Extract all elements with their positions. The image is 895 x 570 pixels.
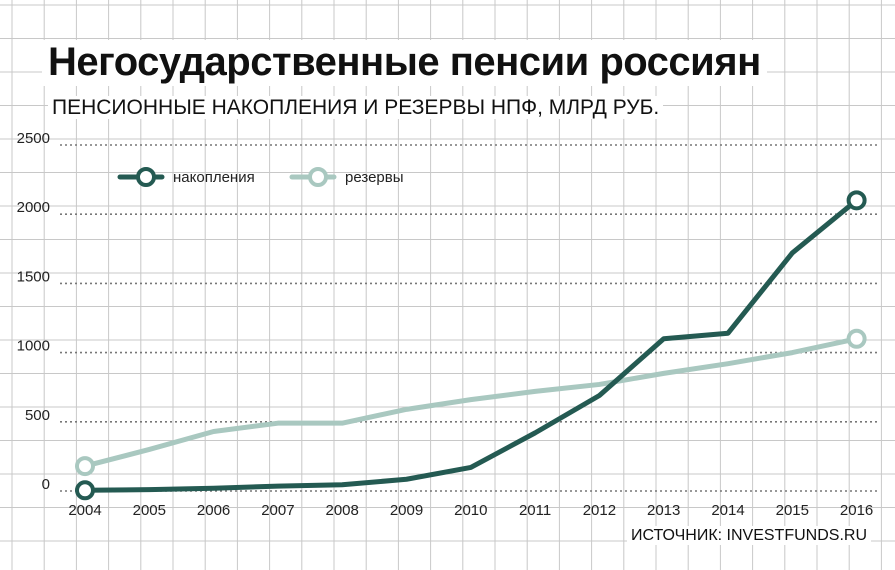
data-point (340, 421, 345, 426)
y-tick-label: 2500 (17, 130, 50, 147)
series-layer (75, 190, 867, 501)
data-point (726, 361, 730, 366)
endpoint-marker (846, 328, 867, 349)
data-point (211, 486, 216, 491)
data-point (597, 382, 602, 387)
data-point (533, 430, 538, 435)
legend-marker (308, 167, 328, 187)
x-tick-label: 2010 (454, 502, 487, 519)
x-tick-label: 2011 (519, 502, 551, 519)
x-tick-label: 2012 (583, 502, 616, 519)
x-tick-label: 2007 (261, 502, 294, 519)
data-point (147, 487, 152, 492)
endpoint-marker (75, 480, 95, 501)
y-tick-label: 500 (25, 407, 50, 424)
x-tick-label: 2013 (647, 502, 680, 519)
x-tick-label: 2009 (390, 502, 423, 519)
data-point (533, 389, 538, 394)
y-tick-label: 0 (42, 476, 50, 493)
series-line-reserves (82, 336, 860, 469)
data-point (790, 250, 795, 255)
x-axis-ticks: 2004 2005 2006 2007 2008 2009 2010 2011 2012 2013… (68, 502, 873, 519)
data-point (468, 397, 473, 402)
series-line-accumulations (82, 197, 860, 493)
endpoint-marker (75, 456, 95, 477)
x-tick-label: 2004 (68, 502, 101, 519)
x-tick-label: 2005 (133, 502, 166, 519)
endpoint-marker (846, 190, 867, 211)
y-tick-label: 1500 (17, 268, 50, 285)
data-point (147, 447, 152, 452)
x-tick-label: 2008 (326, 502, 359, 519)
data-point (211, 429, 216, 434)
data-point (404, 407, 409, 412)
data-point (726, 331, 730, 336)
y-axis-ticks: 0 500 1000 1500 2000 2500 (17, 130, 50, 493)
x-tick-label: 2015 (776, 502, 809, 519)
data-point (597, 393, 602, 398)
legend-marker (136, 167, 156, 187)
x-tick-label: 2016 (840, 502, 873, 519)
data-point (275, 421, 280, 426)
data-point (661, 371, 666, 376)
data-point (790, 350, 795, 355)
legend-label: резервы (345, 169, 404, 186)
data-point (661, 336, 666, 341)
data-point (404, 477, 409, 482)
y-tick-label: 2000 (17, 199, 50, 216)
x-tick-label: 2006 (197, 502, 230, 519)
data-point (340, 482, 345, 487)
chart-subtitle: ПЕНСИОННЫЕ НАКОПЛЕНИЯ И РЕЗЕРВЫ НПФ, МЛР… (48, 96, 664, 120)
data-point (275, 484, 280, 489)
legend-label: накопления (173, 169, 255, 186)
chart-title: Негосударственные пенсии россиян (42, 40, 767, 86)
y-tick-label: 1000 (17, 338, 50, 355)
data-point (468, 465, 473, 470)
legend: накопления резервы (117, 167, 404, 187)
source-note: ИСТОЧНИК: INVESTFUNDS.RU (626, 526, 871, 546)
x-tick-label: 2014 (711, 502, 744, 519)
